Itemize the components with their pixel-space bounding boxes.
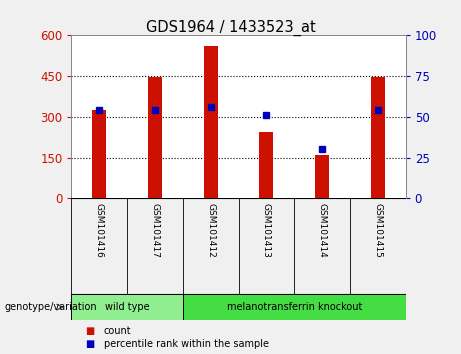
Bar bbox=[148, 78, 162, 198]
Bar bbox=[260, 132, 273, 198]
Bar bbox=[315, 155, 329, 198]
Text: GSM101415: GSM101415 bbox=[373, 203, 382, 258]
Text: GSM101417: GSM101417 bbox=[150, 203, 160, 258]
Text: GSM101412: GSM101412 bbox=[206, 203, 215, 258]
Text: wild type: wild type bbox=[105, 302, 149, 312]
Text: count: count bbox=[104, 326, 131, 336]
Text: ■: ■ bbox=[85, 339, 95, 349]
Bar bbox=[204, 46, 218, 198]
Text: melanotransferrin knockout: melanotransferrin knockout bbox=[227, 302, 362, 312]
Text: percentile rank within the sample: percentile rank within the sample bbox=[104, 339, 269, 349]
Bar bbox=[183, 294, 406, 320]
Text: GSM101413: GSM101413 bbox=[262, 203, 271, 258]
Text: GSM101416: GSM101416 bbox=[95, 203, 104, 258]
Text: ■: ■ bbox=[85, 326, 95, 336]
Text: genotype/variation: genotype/variation bbox=[5, 302, 97, 312]
Bar bbox=[71, 294, 183, 320]
Bar bbox=[371, 78, 385, 198]
Text: GDS1964 / 1433523_at: GDS1964 / 1433523_at bbox=[146, 19, 315, 36]
Text: GSM101414: GSM101414 bbox=[318, 203, 327, 258]
Bar bbox=[92, 110, 106, 198]
